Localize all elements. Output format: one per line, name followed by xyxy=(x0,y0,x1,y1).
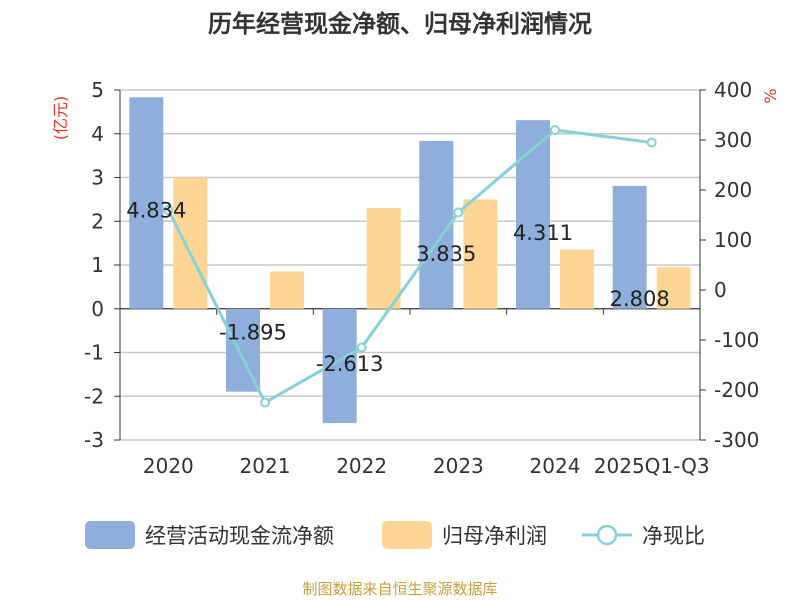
category-label: 2025Q1-Q3 xyxy=(594,454,710,478)
legend-swatch-cashflow xyxy=(85,521,135,549)
net-profit-bar xyxy=(366,208,401,309)
grid-lines xyxy=(120,89,700,441)
left-tick-label: -3 xyxy=(84,428,104,452)
legend-label-cashflow: 经营活动现金流净额 xyxy=(145,524,334,548)
category-label: 2021 xyxy=(240,454,291,478)
bars xyxy=(129,97,691,424)
ratio-point xyxy=(646,137,657,148)
net-profit-bar xyxy=(463,199,498,309)
category-label: 2020 xyxy=(143,454,194,478)
ratio-line xyxy=(163,125,657,408)
ratio-point xyxy=(550,125,560,135)
cashflow-bar xyxy=(516,120,550,309)
legend-label-net-profit: 归母净利润 xyxy=(442,524,547,548)
right-tick-label: 100 xyxy=(714,228,752,252)
ratio-point xyxy=(163,205,174,215)
legend-swatch-marker xyxy=(596,524,618,546)
data-labels: 4.834 -1.895 -2.613 3.835 4.311 2.808 xyxy=(126,198,669,376)
legend-swatch-net-profit xyxy=(382,521,432,549)
right-axis-unit: % xyxy=(761,88,780,103)
left-axis-unit: (亿元) xyxy=(51,96,70,141)
cashflow-data-label: -2.613 xyxy=(316,352,384,376)
category-label: 2023 xyxy=(433,454,484,478)
right-tick-label: 0 xyxy=(714,278,727,302)
ratio-line-path xyxy=(166,128,652,405)
net-profit-bar xyxy=(173,177,208,309)
cashflow-data-label: -1.895 xyxy=(219,321,287,345)
source-note: 制图数据来自恒生聚源数据库 xyxy=(302,580,497,598)
legend-label-ratio: 净现比 xyxy=(642,524,705,548)
right-tick-label: 400 xyxy=(714,78,752,102)
left-tick-label: 3 xyxy=(91,166,104,190)
left-tick-label: 1 xyxy=(91,253,104,277)
left-tick-label: 0 xyxy=(91,297,104,321)
left-tick-label: 5 xyxy=(91,78,104,102)
left-tick-label: 2 xyxy=(91,209,104,233)
net-profit-bar xyxy=(270,271,304,309)
right-tick-label: 300 xyxy=(714,128,752,152)
cashflow-data-label: 3.835 xyxy=(416,242,476,266)
right-tick-label: -200 xyxy=(714,378,759,402)
right-tick-label: -300 xyxy=(714,428,759,452)
cashflow-bar xyxy=(129,97,164,309)
cashflow-data-label: 2.808 xyxy=(610,287,670,311)
category-label: 2022 xyxy=(336,454,387,478)
left-tick-label: -1 xyxy=(84,341,104,365)
cashflow-data-label: 4.311 xyxy=(513,221,573,245)
ratio-point xyxy=(260,397,270,408)
axes: -3 -2 -1 0 1 2 3 4 5 -300 -200 -100 0 100 200 300 400 (亿元… xyxy=(51,78,780,478)
left-tick-label: 4 xyxy=(91,122,104,146)
left-tick-label: -2 xyxy=(84,384,104,408)
ratio-point xyxy=(356,342,367,353)
cashflow-bar xyxy=(226,308,260,392)
cashflow-data-label: 4.834 xyxy=(126,198,186,222)
chart-title: 历年经营现金净额、归母净利润情况 xyxy=(208,10,592,38)
right-tick-label: -100 xyxy=(714,328,759,352)
ratio-point xyxy=(453,207,464,218)
legend: 经营活动现金流净额 归母净利润 净现比 xyxy=(85,521,705,549)
cashflow-bar xyxy=(612,185,647,309)
category-label: 2024 xyxy=(530,454,581,478)
net-profit-bar xyxy=(656,267,691,309)
net-profit-bar xyxy=(560,249,594,309)
right-tick-label: 200 xyxy=(714,178,752,202)
